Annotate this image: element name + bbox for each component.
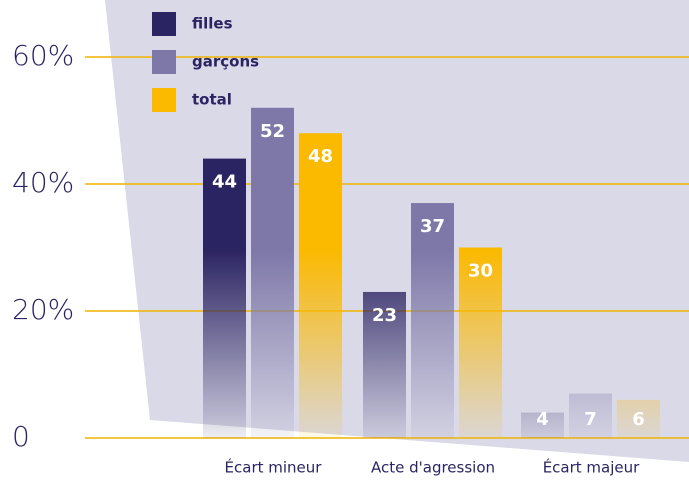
value-label: 6 (632, 409, 645, 430)
value-label: 7 (584, 409, 597, 430)
y-tick-label: 20% (12, 293, 74, 326)
bar (569, 393, 612, 438)
bar (251, 107, 294, 439)
bar (459, 247, 502, 438)
bar (617, 399, 660, 438)
legend-label: filles (192, 15, 233, 33)
y-tick-label: 40% (12, 166, 74, 199)
value-label: 30 (468, 261, 493, 282)
y-tick-label: 0 (12, 420, 30, 453)
bar (363, 291, 406, 438)
x-tick-label: Écart majeur (543, 458, 640, 477)
bar (299, 133, 342, 438)
value-label: 23 (372, 305, 397, 326)
x-tick-label: Écart mineur (225, 458, 323, 477)
legend-label: garçons (192, 53, 259, 71)
bar (411, 203, 454, 438)
bar (521, 412, 564, 438)
value-label: 52 (260, 121, 285, 142)
x-tick-label: Acte d'agression (371, 459, 495, 477)
legend-swatch (152, 50, 176, 74)
bar (203, 158, 246, 438)
legend-swatch (152, 12, 176, 36)
value-label: 37 (420, 216, 445, 237)
value-label: 48 (308, 146, 333, 167)
value-label: 4 (536, 409, 549, 430)
legend-swatch (152, 88, 176, 112)
y-tick-label: 60% (12, 39, 74, 72)
legend-label: total (192, 91, 232, 109)
value-label: 44 (212, 172, 237, 193)
